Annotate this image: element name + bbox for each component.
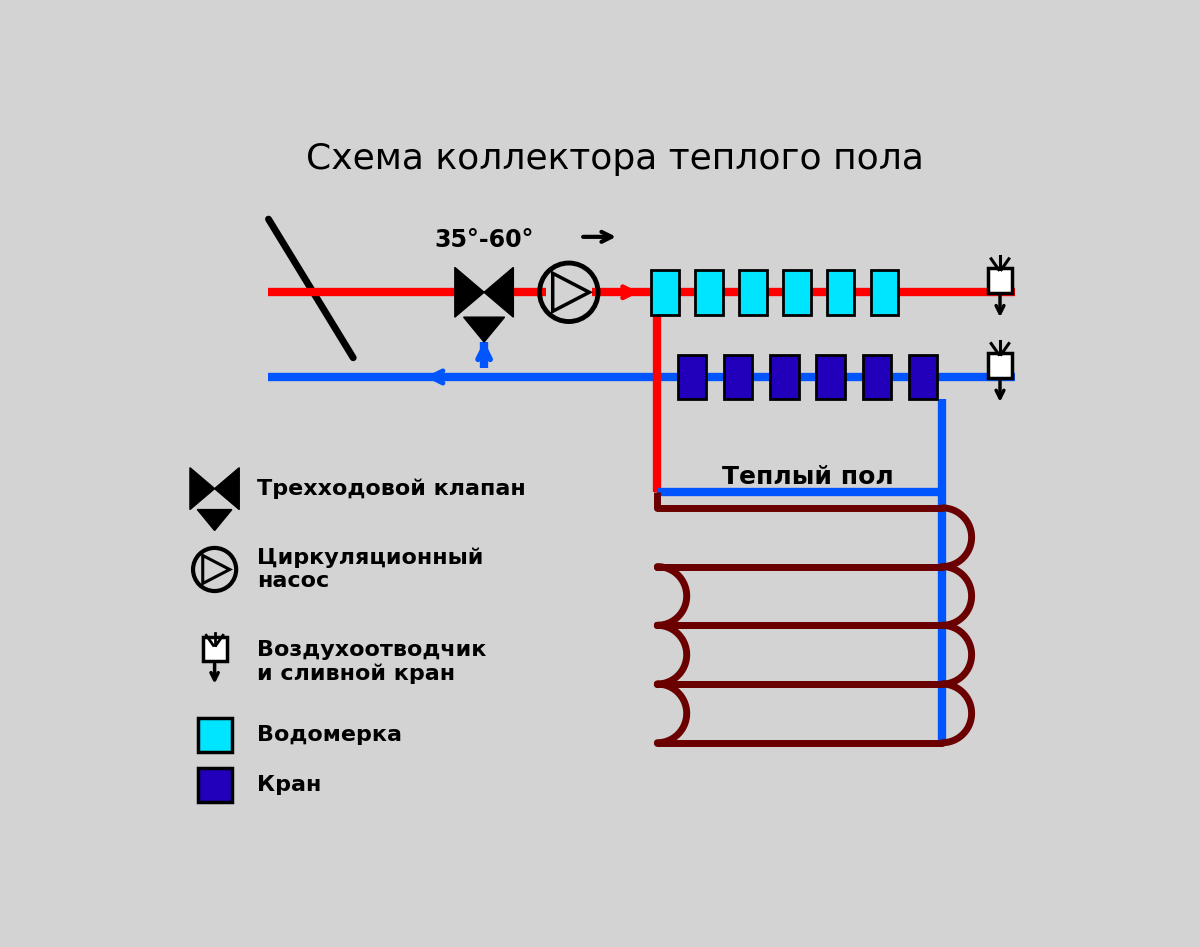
- FancyBboxPatch shape: [203, 637, 227, 661]
- FancyBboxPatch shape: [198, 718, 232, 752]
- FancyBboxPatch shape: [863, 354, 892, 400]
- Polygon shape: [463, 317, 504, 342]
- Text: Водомерка: Водомерка: [257, 725, 402, 745]
- Polygon shape: [455, 267, 484, 317]
- FancyBboxPatch shape: [695, 270, 722, 314]
- FancyBboxPatch shape: [724, 354, 752, 400]
- FancyBboxPatch shape: [770, 354, 799, 400]
- Polygon shape: [190, 468, 215, 509]
- Text: 35°-60°: 35°-60°: [434, 228, 534, 252]
- FancyBboxPatch shape: [198, 768, 232, 802]
- FancyBboxPatch shape: [908, 354, 937, 400]
- FancyBboxPatch shape: [816, 354, 845, 400]
- Polygon shape: [197, 509, 232, 530]
- Text: Схема коллектора теплого пола: Схема коллектора теплого пола: [306, 142, 924, 176]
- Text: Трехходовой клапан: Трехходовой клапан: [257, 478, 526, 499]
- FancyBboxPatch shape: [678, 354, 707, 400]
- FancyBboxPatch shape: [871, 270, 899, 314]
- FancyBboxPatch shape: [827, 270, 854, 314]
- Polygon shape: [215, 468, 239, 509]
- FancyBboxPatch shape: [988, 353, 1013, 378]
- FancyBboxPatch shape: [652, 270, 679, 314]
- Text: Теплый пол: Теплый пол: [721, 465, 893, 489]
- Polygon shape: [484, 267, 514, 317]
- FancyBboxPatch shape: [988, 268, 1013, 293]
- Text: Циркуляционный
насос: Циркуляционный насос: [257, 547, 484, 591]
- FancyBboxPatch shape: [739, 270, 767, 314]
- Text: Воздухоотводчик
и сливной кран: Воздухоотводчик и сливной кран: [257, 640, 486, 684]
- FancyBboxPatch shape: [782, 270, 810, 314]
- Text: Кран: Кран: [257, 775, 322, 795]
